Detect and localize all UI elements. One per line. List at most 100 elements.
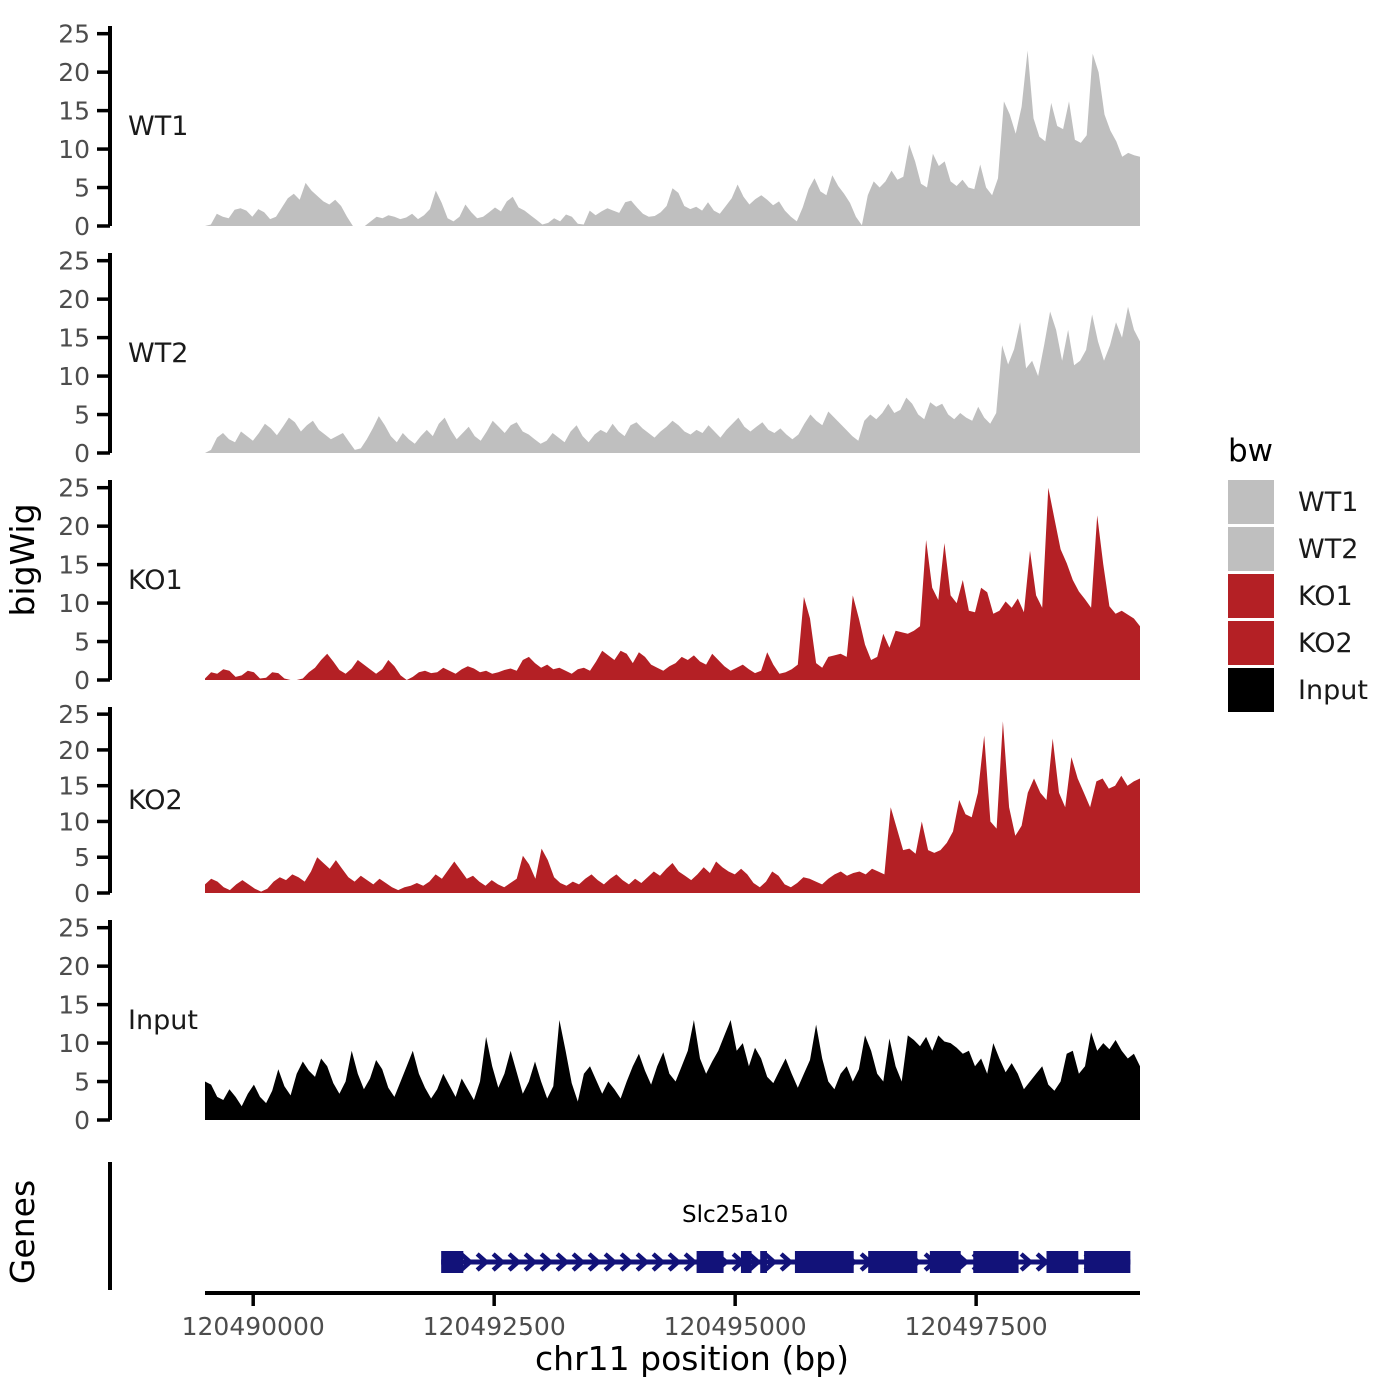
legend-swatch-wt2[interactable] [1228, 527, 1274, 571]
gene-exon [760, 1251, 767, 1273]
legend: bw WT1 WT2 KO1 KO2 Input [1228, 433, 1368, 712]
gene-exon [929, 1251, 961, 1273]
y-tick-label: 20 [58, 952, 90, 981]
y-tick-label: 5 [74, 628, 90, 657]
genes-axis-title-text: Genes [3, 1180, 42, 1284]
gene-exon [740, 1251, 752, 1273]
gene-exon [1084, 1251, 1131, 1273]
track-label-ko2: KO2 [128, 785, 183, 816]
gene-strand-arrow-icon [635, 1252, 650, 1272]
y-tick-label: 5 [74, 401, 90, 430]
y-tick-label: 0 [74, 439, 90, 468]
gene-exon [696, 1251, 724, 1273]
gene-strand-arrow-icon [619, 1252, 634, 1272]
gene-strand-arrow-icon [523, 1252, 538, 1272]
gene-panel: Slc25a10 [108, 1162, 1131, 1290]
y-tick-label: 0 [74, 879, 90, 908]
gene-strand-arrow-icon [491, 1252, 506, 1272]
legend-label-wt1: WT1 [1298, 487, 1358, 518]
y-tick-label: 10 [58, 135, 90, 164]
area-input [205, 1020, 1140, 1120]
gene-strand-arrow-icon [683, 1252, 698, 1272]
x-tick-label: 120490000 [182, 1312, 325, 1341]
y-tick-label: 10 [58, 1029, 90, 1058]
gene-strand-arrow-icon [1035, 1252, 1050, 1272]
y-tick-label: 15 [58, 551, 90, 580]
y-tick-label: 15 [58, 97, 90, 126]
gene-strand-arrow-icon [555, 1252, 570, 1272]
y-axis-title-bigwig: bigWig [3, 503, 42, 616]
y-tick-label: 10 [58, 589, 90, 618]
gene-strand-arrow-icon [651, 1252, 666, 1272]
y-tick-label: 25 [58, 20, 90, 49]
track-label-input: Input [128, 1005, 198, 1036]
y-tick-label: 15 [58, 991, 90, 1020]
legend-label-wt2: WT2 [1298, 534, 1358, 565]
y-tick-label: 20 [58, 512, 90, 541]
x-tick-label: 120497500 [905, 1312, 1048, 1341]
track-panel-ko1: 0 5 10 15 20 25 KO1 [58, 474, 1140, 695]
gene-strand-arrow-icon [603, 1252, 618, 1272]
gene-exon [794, 1251, 854, 1273]
plot-content: 0 5 10 15 20 25 WT1 0 5 10 15 20 25 WT2 0 5 10 15 20 25 KO1 0… [58, 20, 1368, 1341]
y-tick-label: 5 [74, 174, 90, 203]
track-label-wt1: WT1 [128, 111, 188, 142]
y-axis-title-genes: Genes [3, 1180, 42, 1284]
gene-strand-arrow-icon [587, 1252, 602, 1272]
legend-label-input: Input [1298, 675, 1368, 706]
x-axis-title: chr11 position (bp) [535, 1339, 849, 1378]
legend-label-ko1: KO1 [1298, 581, 1353, 612]
x-tick-label: 120495000 [664, 1312, 807, 1341]
gene-strand-arrow-icon [475, 1252, 490, 1272]
legend-label-ko2: KO2 [1298, 628, 1353, 659]
y-tick-label: 10 [58, 362, 90, 391]
y-tick-label: 15 [58, 772, 90, 801]
gene-strand-arrow-icon [1019, 1252, 1034, 1272]
legend-title: bw [1228, 433, 1273, 469]
y-tick-label: 5 [74, 1068, 90, 1097]
gene-strand-arrow-icon [571, 1252, 586, 1272]
area-wt1 [205, 50, 1140, 226]
y-tick-label: 20 [58, 285, 90, 314]
gene-strand-arrow-icon [763, 1252, 778, 1272]
legend-swatch-input[interactable] [1228, 668, 1274, 712]
gene-strand-arrow-icon [459, 1252, 474, 1272]
gene-strand-arrow-icon [779, 1252, 794, 1272]
gene-exon [973, 1251, 1019, 1273]
y-tick-label: 0 [74, 212, 90, 241]
x-tick-label: 120492500 [423, 1312, 566, 1341]
y-tick-label: 25 [58, 914, 90, 943]
legend-swatch-ko2[interactable] [1228, 621, 1274, 665]
track-panel-wt2: 0 5 10 15 20 25 WT2 [58, 247, 1140, 468]
y-tick-label: 10 [58, 807, 90, 836]
area-ko2 [205, 721, 1140, 893]
area-ko1 [205, 487, 1140, 680]
area-wt2 [205, 306, 1140, 453]
gene-name-label: Slc25a10 [682, 1202, 788, 1228]
gene-exon [1046, 1251, 1079, 1273]
y-axis-title-text: bigWig [3, 503, 42, 616]
gene-strand-arrow-icon [667, 1252, 682, 1272]
track-panel-input: 0 5 10 15 20 25 Input [58, 914, 1140, 1135]
y-tick-label: 15 [58, 324, 90, 353]
track-label-wt2: WT2 [128, 338, 188, 369]
y-tick-label: 25 [58, 700, 90, 729]
gene-strand-arrow-icon [747, 1252, 762, 1272]
x-axis: 120490000 120492500 120495000 120497500 [182, 1291, 1140, 1341]
y-tick-label: 0 [74, 666, 90, 695]
y-tick-label: 5 [74, 843, 90, 872]
y-tick-label: 0 [74, 1106, 90, 1135]
y-tick-label: 25 [58, 247, 90, 276]
gene-strand-arrow-icon [539, 1252, 554, 1272]
track-panel-wt1: 0 5 10 15 20 25 WT1 [58, 20, 1140, 241]
y-tick-label: 20 [58, 58, 90, 87]
track-panel-ko2: 0 5 10 15 20 25 KO2 [58, 700, 1140, 908]
x-axis-title-text: chr11 position (bp) [535, 1339, 849, 1378]
gene-exon [441, 1251, 464, 1273]
legend-swatch-ko1[interactable] [1228, 574, 1274, 618]
gene-exon [868, 1251, 918, 1273]
track-label-ko1: KO1 [128, 565, 183, 596]
legend-swatch-wt1[interactable] [1228, 480, 1274, 524]
